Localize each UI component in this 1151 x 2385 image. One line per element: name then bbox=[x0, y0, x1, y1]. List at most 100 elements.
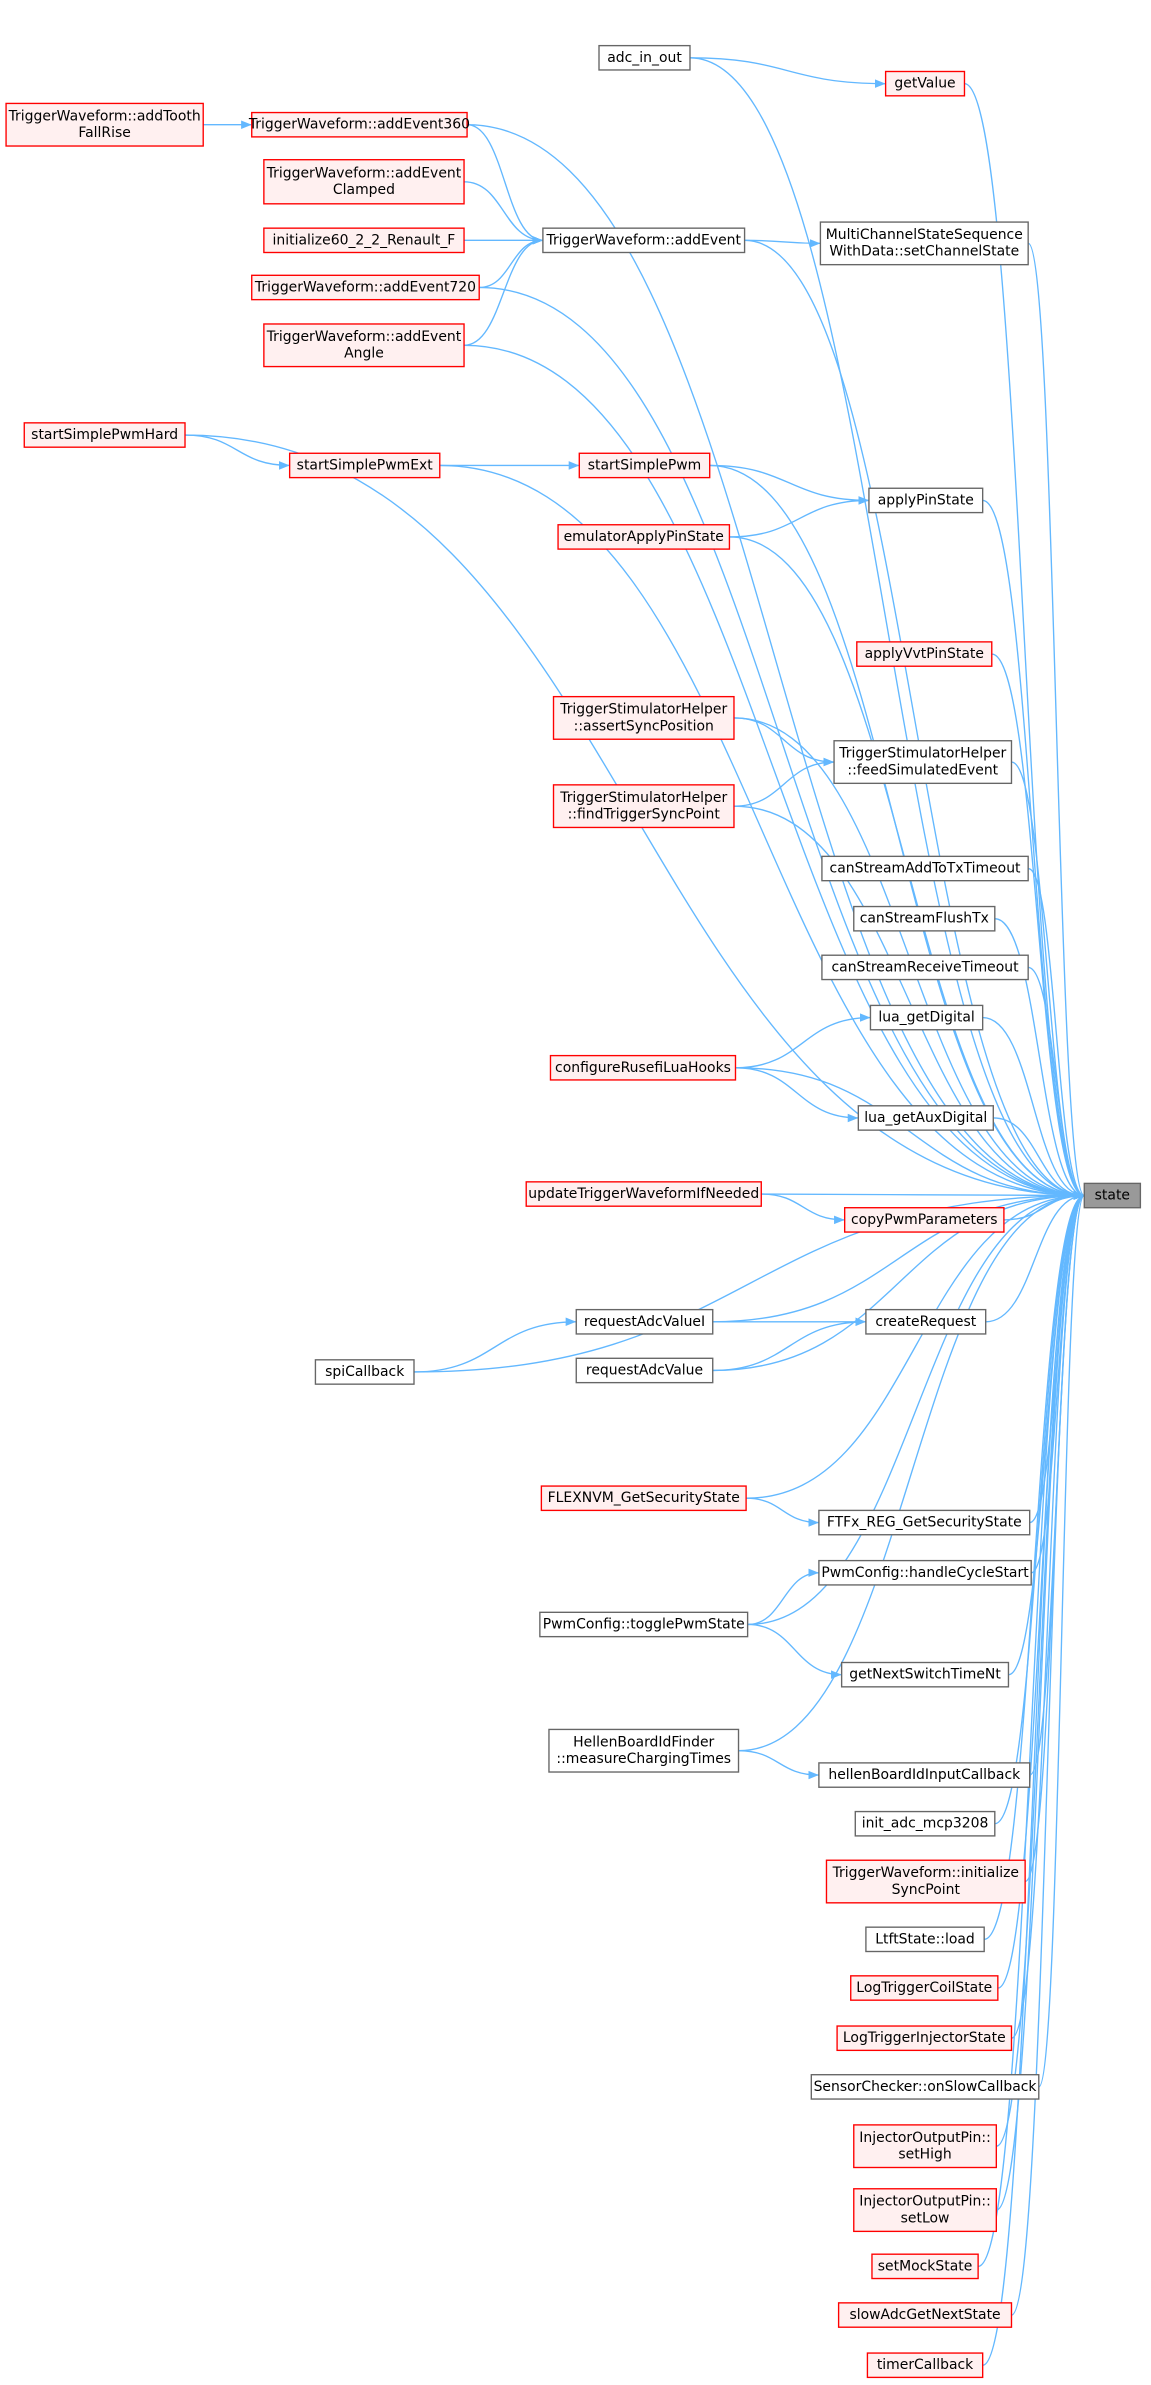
node[interactable]: SensorChecker::onSlowCallback bbox=[810, 2074, 1040, 2100]
node[interactable]: TriggerWaveform::addEvent bbox=[542, 227, 746, 254]
node[interactable]: applyVvtPinState bbox=[856, 641, 993, 667]
node-box[interactable] bbox=[552, 695, 735, 740]
node[interactable]: setMockState bbox=[871, 2253, 979, 2280]
node[interactable]: FLEXNVM_GetSecurityState bbox=[540, 1485, 747, 1512]
node[interactable]: hellenBoardIdInputCallback bbox=[818, 1762, 1031, 1788]
node-box[interactable] bbox=[818, 1509, 1031, 1536]
node[interactable]: getNextSwitchTimeNt bbox=[840, 1661, 1010, 1688]
node[interactable]: TriggerWaveform::addEvent360 bbox=[248, 111, 470, 138]
node-box[interactable] bbox=[869, 1004, 984, 1031]
node-box[interactable] bbox=[818, 1559, 1032, 1586]
node[interactable]: TriggerStimulatorHelper::feedSimulatedEv… bbox=[833, 740, 1013, 785]
node-box[interactable] bbox=[263, 227, 465, 254]
node[interactable]: PwmConfig::togglePwmState bbox=[539, 1611, 749, 1638]
node[interactable]: TriggerStimulatorHelper::assertSyncPosit… bbox=[552, 695, 735, 740]
node[interactable]: requestAdcValueI bbox=[575, 1308, 714, 1335]
node-box[interactable] bbox=[5, 102, 204, 147]
node-box[interactable] bbox=[818, 1762, 1031, 1788]
node[interactable]: lua_getDigital bbox=[869, 1004, 984, 1031]
node-box[interactable] bbox=[865, 1308, 987, 1335]
node-box[interactable] bbox=[884, 70, 966, 97]
node-box[interactable] bbox=[866, 2352, 984, 2379]
node[interactable]: state bbox=[1083, 1182, 1142, 1209]
node[interactable]: configureRusefiLuaHooks bbox=[549, 1054, 737, 1081]
node[interactable]: lua_getAuxDigital bbox=[857, 1105, 994, 1131]
node[interactable]: initialize60_2_2_Renault_F bbox=[263, 227, 465, 254]
node-box[interactable] bbox=[868, 487, 984, 514]
node[interactable]: timerCallback bbox=[866, 2352, 984, 2379]
node[interactable]: slowAdcGetNextState bbox=[837, 2302, 1013, 2328]
node-box[interactable] bbox=[549, 1054, 737, 1081]
node[interactable]: getValue bbox=[884, 70, 966, 97]
node-box[interactable] bbox=[539, 1611, 749, 1638]
node[interactable]: InjectorOutputPin::setLow bbox=[853, 2188, 998, 2233]
node-box[interactable] bbox=[853, 2188, 998, 2233]
node[interactable]: spiCallback bbox=[314, 1359, 415, 1385]
node-box[interactable] bbox=[821, 855, 1029, 882]
node[interactable]: emulatorApplyPinState bbox=[557, 524, 731, 550]
node-box[interactable] bbox=[578, 452, 711, 479]
node[interactable]: requestAdcValue bbox=[575, 1357, 714, 1384]
node[interactable]: PwmConfig::handleCycleStart bbox=[818, 1559, 1032, 1586]
node[interactable]: TriggerWaveform::addEvent720 bbox=[251, 274, 480, 301]
node[interactable]: FTFx_REG_GetSecurityState bbox=[818, 1509, 1031, 1536]
node-box[interactable] bbox=[23, 422, 186, 448]
node[interactable]: MultiChannelStateSequenceWithData::setCh… bbox=[819, 221, 1029, 266]
node[interactable]: init_adc_mcp3208 bbox=[854, 1810, 996, 1837]
node[interactable]: LtftState::load bbox=[865, 1926, 985, 1953]
node[interactable]: updateTriggerWaveformIfNeeded bbox=[525, 1181, 762, 1207]
node-box[interactable] bbox=[314, 1359, 415, 1385]
node-box[interactable] bbox=[840, 1661, 1010, 1688]
node-box[interactable] bbox=[836, 2025, 1013, 2052]
node[interactable]: canStreamReceiveTimeout bbox=[821, 954, 1029, 981]
node-box[interactable] bbox=[871, 2253, 979, 2280]
node-box[interactable] bbox=[821, 954, 1029, 981]
node-box[interactable] bbox=[263, 159, 465, 205]
node[interactable]: adc_in_out bbox=[598, 44, 691, 71]
node-box[interactable] bbox=[857, 1105, 994, 1131]
node-box[interactable] bbox=[251, 111, 468, 138]
node-box[interactable] bbox=[865, 1926, 985, 1953]
node[interactable]: LogTriggerCoilState bbox=[850, 1975, 999, 2001]
node-box[interactable] bbox=[810, 2074, 1040, 2100]
node-box[interactable] bbox=[853, 2124, 998, 2169]
node-box[interactable] bbox=[542, 227, 746, 254]
node-box[interactable] bbox=[825, 1859, 1026, 1904]
node-box[interactable] bbox=[552, 784, 735, 829]
node[interactable]: copyPwmParameters bbox=[843, 1207, 1005, 1233]
node-box[interactable] bbox=[575, 1308, 714, 1335]
node[interactable]: TriggerStimulatorHelper::findTriggerSync… bbox=[552, 784, 735, 829]
node-box[interactable] bbox=[837, 2302, 1013, 2328]
node-box[interactable] bbox=[854, 1810, 996, 1837]
node-box[interactable] bbox=[575, 1357, 714, 1384]
node[interactable]: LogTriggerInjectorState bbox=[836, 2025, 1013, 2052]
node-box[interactable] bbox=[853, 905, 996, 932]
node-box[interactable] bbox=[525, 1181, 762, 1207]
node-box[interactable] bbox=[548, 1728, 740, 1773]
node-box[interactable] bbox=[856, 641, 993, 667]
node-box[interactable] bbox=[263, 323, 465, 368]
node[interactable]: startSimplePwmExt bbox=[288, 452, 441, 479]
node[interactable]: startSimplePwmHard bbox=[23, 422, 186, 448]
node-box[interactable] bbox=[598, 44, 691, 71]
node[interactable]: startSimplePwm bbox=[578, 452, 711, 479]
node-box[interactable] bbox=[850, 1975, 999, 2001]
node-box[interactable] bbox=[540, 1485, 747, 1512]
node-box[interactable] bbox=[819, 221, 1029, 266]
node-box[interactable] bbox=[557, 524, 731, 550]
node[interactable]: applyPinState bbox=[868, 487, 984, 514]
node-box[interactable] bbox=[833, 740, 1013, 785]
node-box[interactable] bbox=[1083, 1182, 1142, 1209]
node-box[interactable] bbox=[288, 452, 441, 479]
node[interactable]: InjectorOutputPin::setHigh bbox=[853, 2124, 998, 2169]
node-box[interactable] bbox=[251, 274, 480, 301]
node[interactable]: createRequest bbox=[865, 1308, 987, 1335]
node[interactable]: HellenBoardIdFinder::measureChargingTime… bbox=[548, 1728, 740, 1773]
node-box[interactable] bbox=[843, 1207, 1005, 1233]
node[interactable]: canStreamAddToTxTimeout bbox=[821, 855, 1029, 882]
node[interactable]: canStreamFlushTx bbox=[853, 905, 996, 932]
